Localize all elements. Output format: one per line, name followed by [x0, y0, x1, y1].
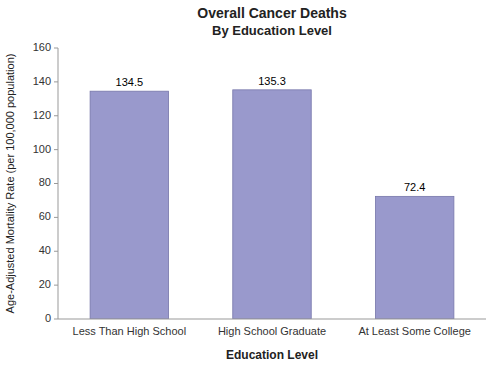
y-tick [54, 319, 58, 320]
data-label: 72.4 [404, 181, 425, 193]
y-tick-label: 160 [33, 41, 51, 53]
bar [233, 90, 311, 319]
y-tick-label: 80 [39, 176, 51, 188]
bars [90, 90, 454, 319]
y-tick [54, 285, 58, 286]
y-tick-label: 100 [33, 143, 51, 155]
y-tick [54, 183, 58, 184]
bar [90, 91, 168, 319]
x-axis-label: Education Level [226, 348, 318, 362]
data-label: 135.3 [258, 75, 286, 87]
y-tick [54, 81, 58, 82]
bar [375, 196, 453, 319]
y-tick-label: 60 [39, 210, 51, 222]
y-tick [54, 149, 58, 150]
y-tick-label: 0 [45, 312, 51, 324]
y-tick [54, 217, 58, 218]
y-tick [54, 48, 58, 49]
y-tick-label: 120 [33, 109, 51, 121]
y-tick [54, 115, 58, 116]
x-axis-line [58, 319, 486, 320]
background [0, 0, 500, 369]
y-tick [54, 251, 58, 252]
x-tick-label: High School Graduate [218, 325, 326, 337]
y-tick-label: 140 [33, 75, 51, 87]
y-tick-label: 40 [39, 244, 51, 256]
subtitle: By Education Level [212, 23, 332, 38]
chart-container: Overall Cancer Deaths By Education Level 1… [0, 0, 500, 369]
x-tick-label: At Least Some College [358, 325, 471, 337]
data-label: 134.5 [116, 76, 144, 88]
title: Overall Cancer Deaths [197, 5, 347, 21]
y-tick-label: 20 [39, 278, 51, 290]
chart-svg: Overall Cancer Deaths By Education Level 1… [0, 0, 500, 369]
y-axis-label: Age-Adjusted Mortality Rate (per 100,000… [4, 54, 16, 314]
x-tick-label: Less Than High School [73, 325, 187, 337]
